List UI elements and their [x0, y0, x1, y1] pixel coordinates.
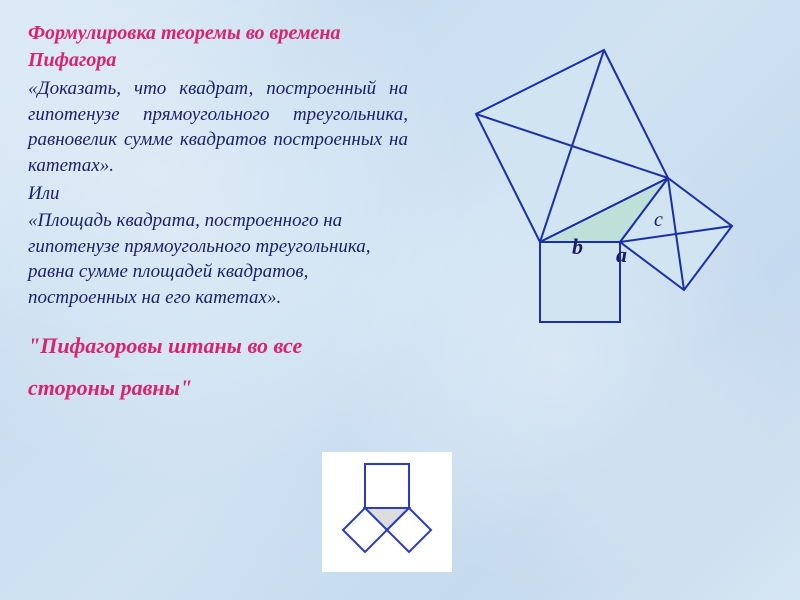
text-content: Формулировка теоремы во времена Пифагора…: [0, 0, 436, 428]
theorem-statement-1: «Доказать, что квадрат, построенный на г…: [28, 76, 408, 179]
or-separator: Или: [28, 181, 408, 207]
pythagorean-pants-icon: [322, 452, 452, 572]
pythagoras-squares-diagram: b c a: [420, 40, 780, 380]
pythagorean-pants-quote: "Пифагоровы штаны во все стороны равны": [28, 325, 368, 409]
svg-text:c: c: [654, 209, 663, 231]
svg-text:b: b: [572, 234, 583, 259]
svg-text:a: a: [616, 242, 627, 267]
theorem-statement-2: «Площадь квадрата, построенного на гипот…: [28, 208, 408, 311]
theorem-title: Формулировка теоремы во времена Пифагора: [28, 20, 408, 74]
